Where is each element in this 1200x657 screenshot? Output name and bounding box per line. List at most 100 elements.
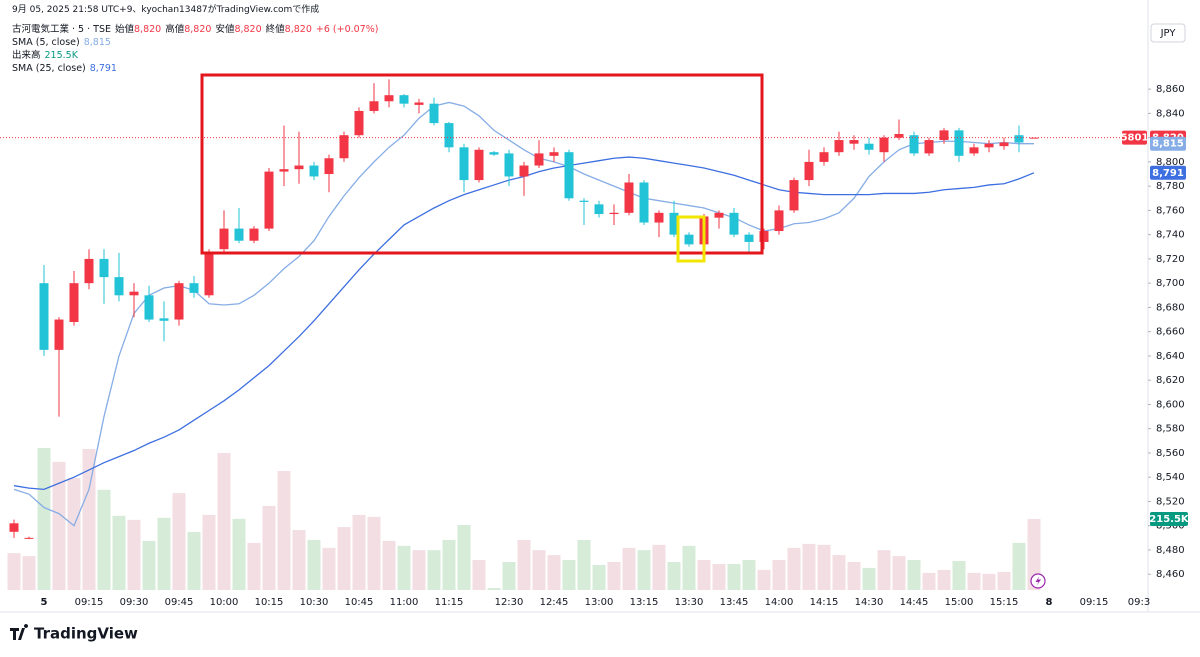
x-tick-label: 8 <box>1046 597 1053 608</box>
volume-bar <box>562 560 576 590</box>
x-tick-label: 13:00 <box>585 597 614 608</box>
volume-bar <box>7 553 21 590</box>
candle-body <box>984 143 994 148</box>
ohlc-value: 8,820 <box>134 24 162 35</box>
currency-box[interactable] <box>1150 23 1186 43</box>
y-tick-label: 8,480 <box>1156 545 1185 556</box>
volume-tag-bg <box>1150 512 1188 526</box>
y-tick-label: 8,560 <box>1156 448 1185 459</box>
candle-body <box>219 228 229 250</box>
volume-bar <box>997 571 1011 590</box>
volume-bar <box>517 539 531 590</box>
y-tick-label: 8,660 <box>1156 327 1185 338</box>
x-tick-label: 15:00 <box>945 597 974 608</box>
volume-bar <box>97 489 111 590</box>
candle-body <box>654 212 664 223</box>
volume-bar <box>817 544 831 590</box>
y-tick-label: 8,700 <box>1156 278 1185 289</box>
event-bolt <box>1035 576 1041 586</box>
candle-body <box>579 200 589 202</box>
volume-bar <box>712 563 726 590</box>
candle-body <box>864 143 874 150</box>
candle-body <box>489 152 499 155</box>
volume-bar <box>547 555 561 590</box>
ticker-tag-bg <box>1122 130 1147 145</box>
candle-body <box>204 252 214 296</box>
volume-bar <box>682 545 696 590</box>
y-tick-label: 8,500 <box>1156 521 1185 532</box>
volume-bar <box>847 561 861 590</box>
volume-bar <box>262 505 276 590</box>
volume-bar <box>787 547 801 590</box>
y-tick-label: 8,860 <box>1156 84 1185 95</box>
volume-bar <box>742 560 756 590</box>
candle-body <box>564 152 574 199</box>
candle-body <box>669 212 679 235</box>
candle-body <box>279 169 289 172</box>
ohlc-name: 安値 <box>215 24 235 35</box>
volume-bar <box>622 547 636 590</box>
volume-bar <box>337 527 351 590</box>
candle-body <box>474 149 484 181</box>
volume-bar <box>127 519 141 590</box>
ohlc-value: 8,820 <box>234 24 262 35</box>
candle-body <box>99 258 109 278</box>
x-tick-label: 09:3 <box>1128 597 1150 608</box>
volume-value: 215.5K <box>44 50 78 61</box>
volume-name: 出来高 <box>12 50 41 61</box>
volume-bar <box>757 569 771 590</box>
candle-body <box>399 95 409 104</box>
candle-body <box>294 165 304 170</box>
volume-bar <box>967 572 981 590</box>
volume-bar <box>202 514 216 590</box>
sma25-name: SMA (25, close) <box>12 63 86 74</box>
candle-body <box>819 152 829 162</box>
candle-body <box>804 161 814 181</box>
candle-body <box>354 110 364 136</box>
x-tick-label: 11:15 <box>435 597 464 608</box>
volume-bar <box>232 518 246 590</box>
candle-body <box>384 95 394 102</box>
candle-body <box>414 102 424 105</box>
candle-body <box>879 137 889 153</box>
volume-bar <box>82 448 96 590</box>
volume-bar <box>397 545 411 590</box>
volume-bar <box>982 573 996 590</box>
highlight-box-small <box>676 215 706 263</box>
volume-bar <box>502 561 516 590</box>
candle-body <box>324 158 334 175</box>
candle-body <box>519 165 529 177</box>
x-tick-label: 13:30 <box>675 597 704 608</box>
x-tick-label: 5 <box>41 597 48 608</box>
candle-body <box>624 182 634 213</box>
candle-body <box>189 283 199 293</box>
volume-bar <box>247 542 261 590</box>
y-tick-label: 8,520 <box>1156 496 1185 507</box>
volume-bar <box>112 515 126 590</box>
highlight-box <box>200 73 764 255</box>
volume-bar <box>22 556 36 590</box>
volume-bar <box>937 569 951 590</box>
candle-body <box>459 147 469 181</box>
candle-body <box>249 228 259 241</box>
x-tick-label: 10:45 <box>345 597 374 608</box>
volume-bar <box>772 560 786 590</box>
ohlc-name: 高値 <box>165 24 185 35</box>
sma25-value: 8,791 <box>89 63 117 74</box>
candle-body <box>789 180 799 211</box>
volume-bar <box>472 560 486 590</box>
candle-body <box>159 318 169 321</box>
caption: 9月 05, 2025 21:58 UTC+9、kyochan13487がTra… <box>12 5 320 15</box>
volume-bar <box>1012 542 1026 590</box>
candle-body <box>639 182 649 223</box>
volume-bar <box>532 550 546 590</box>
volume-bar <box>37 448 51 590</box>
volume-bar <box>877 550 891 590</box>
volume-bar <box>832 555 846 590</box>
currency: JPY <box>1160 28 1177 39</box>
y-tick-label: 8,780 <box>1156 181 1185 192</box>
volume-bar <box>157 517 171 590</box>
y-tick-label: 8,720 <box>1156 254 1185 265</box>
candle-body <box>924 140 934 154</box>
candle-body <box>1014 135 1024 143</box>
